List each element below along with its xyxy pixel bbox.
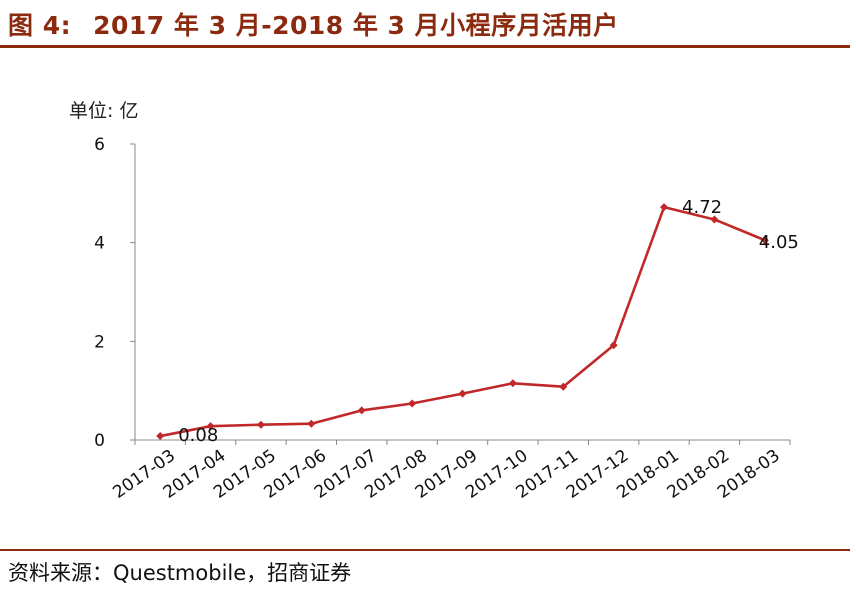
y-axis-unit-label: 单位: 亿 [69, 100, 139, 122]
data-point [508, 379, 517, 388]
source-divider [0, 549, 850, 551]
data-point [710, 215, 719, 224]
figure-number: 图 4: [8, 11, 72, 40]
y-tick-label: 6 [94, 135, 105, 155]
y-tick-label: 0 [94, 431, 105, 451]
data-label: 4.05 [759, 232, 799, 253]
series-line [159, 205, 766, 438]
figure-title-text: 2017 年 3 月-2018 年 3 月小程序月活用户 [93, 11, 619, 40]
data-point [458, 389, 467, 398]
data-point [609, 341, 618, 350]
data-point [307, 419, 316, 428]
data-point [357, 406, 366, 415]
data-label: 0.08 [178, 425, 218, 446]
data-label: 4.72 [682, 197, 722, 218]
data-point [760, 236, 769, 245]
y-tick-label: 2 [94, 332, 105, 352]
title-divider [0, 45, 850, 48]
data-point [660, 203, 669, 212]
figure-title: 图 4: 2017 年 3 月-2018 年 3 月小程序月活用户 [8, 6, 619, 42]
data-point [206, 422, 215, 431]
data-point [256, 420, 265, 429]
data-point [156, 432, 165, 441]
source-note: 资料来源：Questmobile，招商证券 [8, 561, 352, 585]
y-tick-label: 4 [94, 234, 105, 254]
data-point [408, 399, 417, 408]
data-point [559, 382, 568, 391]
